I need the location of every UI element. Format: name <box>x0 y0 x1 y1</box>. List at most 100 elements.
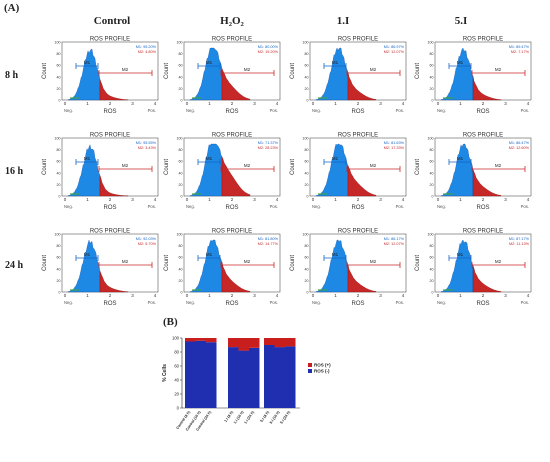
histogram-title: ROS PROFILE <box>463 229 503 235</box>
pos-label: Pos. <box>270 204 278 209</box>
y-tick-label: 100 <box>177 41 183 45</box>
y-tick-label: 40 <box>305 171 309 175</box>
y-tick-label: 0 <box>307 99 309 103</box>
x-tick-label: 3 <box>131 197 134 202</box>
bar-ros-negative <box>195 340 206 408</box>
x-tick-label: 3 <box>253 197 256 202</box>
y-tick-label: 100 <box>303 233 309 237</box>
x-tick-label: 0 <box>186 197 189 202</box>
negative-population <box>189 143 223 197</box>
y-axis-label: Count <box>290 255 296 271</box>
histogram-title: ROS PROFILE <box>463 37 503 43</box>
m2-label: M2 <box>370 259 377 264</box>
y-axis-label: Count <box>164 255 170 271</box>
m2-percentage: M2: 28.23% <box>258 146 279 150</box>
panel-a-label: (A) <box>4 2 20 14</box>
y-tick-label: 20 <box>179 183 183 187</box>
y-tick-label: 80 <box>179 244 183 248</box>
x-tick-label: 2 <box>109 197 112 202</box>
y-tick-label: 80 <box>305 148 309 152</box>
histogram-2-1: ROS PROFILE 0 20 40 60 80 100 0 1 2 3 4 Count ROS Neg.… <box>164 229 281 307</box>
bar-ros-positive <box>274 338 285 348</box>
histogram-1-0: ROS PROFILE 0 20 40 60 80 100 0 1 2 3 4 Count ROS Neg.… <box>42 133 159 211</box>
neg-label: Neg. <box>312 300 321 305</box>
y-tick-label: 80 <box>430 148 434 152</box>
histogram-1-2: ROS PROFILE 0 20 40 60 80 100 0 1 2 3 4 Count ROS Neg.… <box>290 133 407 211</box>
histogram-title: ROS PROFILE <box>90 133 130 139</box>
y-tick-label: 80 <box>179 52 183 56</box>
x-axis-label: ROS <box>225 301 238 307</box>
x-tick-label: 0 <box>186 101 189 106</box>
y-tick-label: 40 <box>57 75 61 79</box>
x-tick-label: 4 <box>402 101 405 106</box>
legend-swatch-ros-negative <box>308 369 312 373</box>
x-tick-label: 0 <box>64 197 67 202</box>
m1-percentage: M1: 71.37% <box>258 141 279 145</box>
x-tick-label: 3 <box>131 293 134 298</box>
m2-label: M2 <box>244 163 251 168</box>
x-tick-label: 4 <box>276 197 279 202</box>
m1-label: M1 <box>457 156 464 161</box>
x-tick-label: 0 <box>312 101 315 106</box>
y-tick-label: 60 <box>179 160 183 164</box>
histogram-title: ROS PROFILE <box>90 37 130 43</box>
y-tick-label: 60 <box>179 256 183 260</box>
y-tick-label: 20 <box>430 279 434 283</box>
x-tick-label: 1 <box>459 101 462 106</box>
neg-label: Neg. <box>186 300 195 305</box>
y-tick-label: 20 <box>430 183 434 187</box>
x-axis-label: ROS <box>103 109 116 115</box>
x-tick-label: 2 <box>231 101 234 106</box>
x-tick-label: 4 <box>402 197 405 202</box>
x-tick-label: 3 <box>253 101 256 106</box>
x-tick-label: 1 <box>208 101 211 106</box>
m1-percentage: M1: 92.03% <box>136 237 157 241</box>
x-axis-label: ROS <box>476 301 489 307</box>
x-tick-label: 3 <box>379 293 382 298</box>
bar-ros-positive <box>285 338 296 347</box>
m2-label: M2 <box>495 163 502 168</box>
m2-percentage: M2: 17.33% <box>384 146 405 150</box>
bar-y-tick-label: 0 <box>177 406 180 411</box>
m2-label: M2 <box>370 163 377 168</box>
histogram-2-0: ROS PROFILE 0 20 40 60 80 100 0 1 2 3 4 Count ROS Neg.… <box>42 229 159 307</box>
y-tick-label: 60 <box>305 160 309 164</box>
m2-percentage: M2: 12.07% <box>384 50 405 54</box>
x-tick-label: 1 <box>208 293 211 298</box>
bar-ros-positive <box>264 338 275 345</box>
column-header-5i: 5.I <box>454 15 468 27</box>
bar-ros-negative <box>238 350 249 408</box>
m1-label: M1 <box>84 60 91 65</box>
column-header-control: Control <box>93 15 131 27</box>
m1-label: M1 <box>457 252 464 257</box>
row-header-8h: 8 h <box>5 70 19 81</box>
x-tick-label: 0 <box>437 101 440 106</box>
x-tick-label: 0 <box>186 293 189 298</box>
m1-percentage: M1: 87.17% <box>509 237 530 241</box>
pos-label: Pos. <box>148 300 156 305</box>
x-tick-label: 1 <box>334 293 337 298</box>
bar-ros-negative <box>285 346 296 408</box>
x-tick-label: 3 <box>504 197 507 202</box>
bar-category-label: 5.I (8 h) <box>260 410 271 423</box>
histogram-2-3: ROS PROFILE 0 20 40 60 80 100 0 1 2 3 4 Count ROS Neg.… <box>415 229 532 307</box>
y-tick-label: 0 <box>181 291 183 295</box>
m2-label: M2 <box>495 67 502 72</box>
m1-label: M1 <box>332 60 339 65</box>
neg-label: Neg. <box>312 204 321 209</box>
y-tick-label: 80 <box>430 244 434 248</box>
y-tick-label: 40 <box>305 75 309 79</box>
x-tick-label: 2 <box>357 197 360 202</box>
neg-label: Neg. <box>437 204 446 209</box>
y-tick-label: 40 <box>430 267 434 271</box>
legend-label-ros-positive: ROS (+) <box>314 363 331 368</box>
y-tick-label: 80 <box>179 148 183 152</box>
bar-ros-positive <box>238 338 249 351</box>
bar-category-label: 5.I (24 h) <box>279 410 291 425</box>
y-tick-label: 60 <box>305 64 309 68</box>
positive-population <box>472 265 502 293</box>
x-tick-label: 0 <box>312 293 315 298</box>
x-tick-label: 2 <box>109 293 112 298</box>
m2-label: M2 <box>122 259 129 264</box>
